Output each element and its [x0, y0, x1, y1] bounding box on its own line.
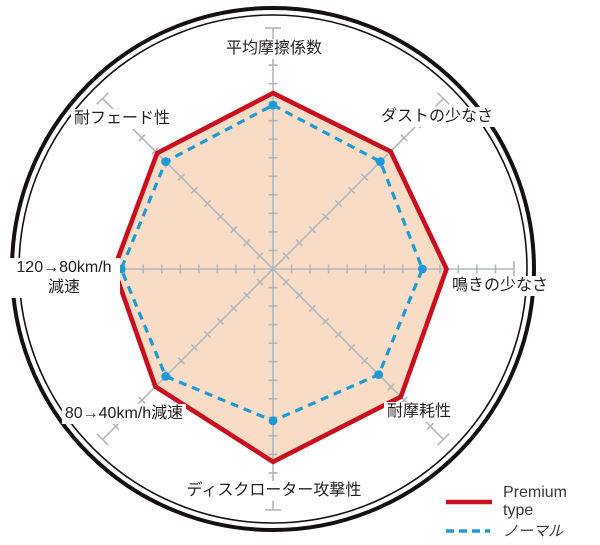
- legend-normal-row: ノーマル: [445, 516, 600, 545]
- axis-label-wear-resistance: 耐摩耗性: [383, 402, 455, 422]
- axis-label-avg-friction: 平均摩擦係数: [222, 39, 326, 59]
- axis-label-120-80-decel-line2: 減速: [47, 279, 80, 296]
- legend-normal-label: ノーマル: [503, 523, 564, 540]
- axis-label-120-80-decel-line1: 120→80km/h: [16, 259, 112, 276]
- normal-line-swatch: [446, 528, 490, 533]
- premium-area-fill: [113, 93, 447, 462]
- axis-label-low-dust: ダストの少なさ: [377, 107, 497, 127]
- premium-polygon: [111, 90, 450, 465]
- axis-label-low-squeal: 鳴きの少なさ: [448, 276, 552, 296]
- legend-premium-row: Premium type: [445, 484, 600, 519]
- axis-label-fade-resistance: 耐フェード性: [70, 109, 174, 129]
- axis-label-rotor-attack: ディスクローター攻撃性: [183, 481, 365, 501]
- legend: Premium type ノーマル: [445, 484, 600, 545]
- premium-line-swatch: [446, 499, 492, 504]
- normal-vertex-dots: [116, 100, 427, 426]
- axis-label-120-80-decel: 120→80km/h 減速: [8, 258, 120, 298]
- legend-premium-label: Premium type: [503, 483, 568, 519]
- axis-label-80-40-decel: 80→40km/h減速: [61, 404, 187, 424]
